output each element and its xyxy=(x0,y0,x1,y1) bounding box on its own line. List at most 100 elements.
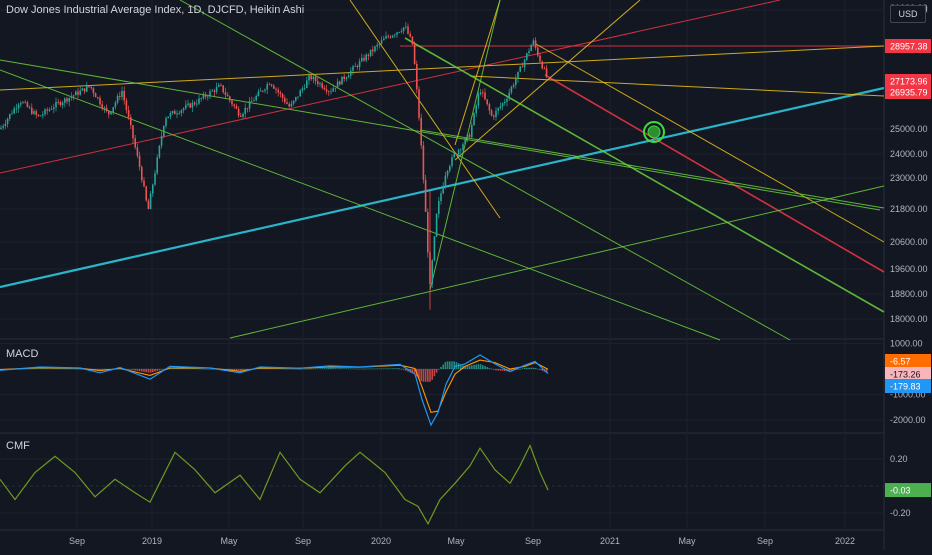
macd-tag-bg xyxy=(885,379,931,393)
macd-histogram-bar xyxy=(286,368,288,370)
candle-body xyxy=(270,84,273,86)
macd-histogram-bar xyxy=(158,369,161,371)
macd-histogram-bar xyxy=(363,368,365,370)
macd-histogram-bar xyxy=(541,369,543,371)
candle-body xyxy=(44,109,46,115)
candle-body xyxy=(42,114,44,116)
price-tag-bg xyxy=(885,39,931,53)
macd-histogram-bar xyxy=(407,369,409,372)
price-tick-label: 18000.00 xyxy=(890,314,928,324)
macd-histogram-bar xyxy=(160,369,163,370)
macd-histogram-bar xyxy=(380,368,383,370)
price-tick-label: 23000.00 xyxy=(890,173,928,183)
macd-histogram-bar xyxy=(504,369,506,372)
macd-histogram-bar xyxy=(530,367,532,369)
macd-histogram-bar xyxy=(191,368,194,369)
candle-body xyxy=(222,85,224,93)
macd-histogram-bar xyxy=(510,369,513,372)
candle-body xyxy=(86,85,88,92)
macd-histogram-bar xyxy=(156,369,158,371)
candle-body xyxy=(15,108,18,110)
macd-histogram-bar xyxy=(497,369,499,371)
macd-histogram-bar xyxy=(339,368,341,369)
candle-body xyxy=(475,105,477,114)
candle-body xyxy=(90,86,92,89)
macd-histogram-bar xyxy=(528,367,530,369)
candle-body xyxy=(17,104,20,109)
trendline-yellow-rising xyxy=(0,45,885,91)
time-axis[interactable]: Sep 2019 May Sep 2020 May Sep 2021 May Sep 2022 xyxy=(69,536,855,546)
time-tick-label: 2020 xyxy=(371,536,391,546)
candle-body xyxy=(149,193,152,210)
time-tick-label: Sep xyxy=(757,536,773,546)
macd-histogram-bar xyxy=(526,367,528,369)
candle-body xyxy=(521,66,524,68)
trendline-green-descending-2 xyxy=(0,69,721,341)
macd-histogram-bar xyxy=(297,368,299,370)
candle-body xyxy=(167,116,169,119)
macd-histogram-bar xyxy=(301,368,304,370)
macd-histogram-bar xyxy=(468,365,471,369)
candle-body xyxy=(537,47,539,56)
candle-body xyxy=(286,102,288,104)
candle-body xyxy=(356,65,359,68)
macd-histogram-bar xyxy=(486,366,488,369)
macd-histogram-bar xyxy=(132,369,134,371)
candle-body xyxy=(79,90,81,95)
candle-body xyxy=(284,98,286,103)
macd-tag: -6.57 xyxy=(890,357,911,367)
macd-histogram-bar xyxy=(372,368,374,370)
macd-histogram-bar xyxy=(482,365,484,369)
trendline-yellow-flat xyxy=(469,75,885,97)
trendlines[interactable] xyxy=(0,0,885,341)
candle-body xyxy=(55,101,57,108)
candle-body xyxy=(519,66,521,72)
price-tag: 26935.79 xyxy=(890,88,928,98)
candle-body xyxy=(451,157,453,166)
candle-body xyxy=(215,86,218,93)
macd-histogram-bar xyxy=(268,368,271,369)
candle-body xyxy=(244,107,246,114)
candle-body xyxy=(116,95,119,103)
macd-histogram-bar xyxy=(376,368,378,370)
macd-histogram-bar xyxy=(347,368,350,370)
candle-body xyxy=(275,88,277,90)
candle-body xyxy=(191,102,194,108)
candle-body xyxy=(2,125,4,128)
macd-tag: -173.26 xyxy=(890,370,921,380)
candle-body xyxy=(358,61,361,68)
macd-histogram-bar xyxy=(418,369,420,379)
price-axis[interactable]: 30000.0025000.0024000.0023000.0021800.00… xyxy=(885,3,931,518)
candle-body xyxy=(424,179,427,212)
candle-body xyxy=(169,113,172,117)
candle-body xyxy=(141,167,143,181)
macd-histogram-bar xyxy=(198,368,200,370)
time-tick-label: Sep xyxy=(69,536,85,546)
currency-badge[interactable]: USD xyxy=(890,5,926,23)
macd-histogram-bar xyxy=(75,368,77,370)
cmf-line xyxy=(0,443,549,526)
candle-body xyxy=(389,36,392,38)
time-tick-label: Sep xyxy=(295,536,311,546)
target-circle-inner xyxy=(647,125,661,139)
candle-body xyxy=(306,80,308,88)
candle-body xyxy=(262,90,264,92)
trendline-green-long xyxy=(0,59,881,211)
candle-body xyxy=(136,147,139,156)
macd-histogram-bar xyxy=(270,368,273,369)
macd-histogram-bar xyxy=(35,368,37,369)
candle-body xyxy=(486,99,488,105)
candle-body xyxy=(64,98,66,103)
macd-tick-label: -2000.00 xyxy=(890,415,926,425)
candle-body xyxy=(224,92,227,95)
candle-body xyxy=(444,175,447,186)
macd-histogram-bar xyxy=(281,368,284,370)
candle-body xyxy=(213,90,216,93)
macd-histogram-bar xyxy=(314,368,317,370)
macd-histogram-bar xyxy=(323,368,326,369)
macd-histogram-bar xyxy=(402,369,405,370)
candle-body xyxy=(59,101,62,106)
candle-body xyxy=(493,115,495,117)
